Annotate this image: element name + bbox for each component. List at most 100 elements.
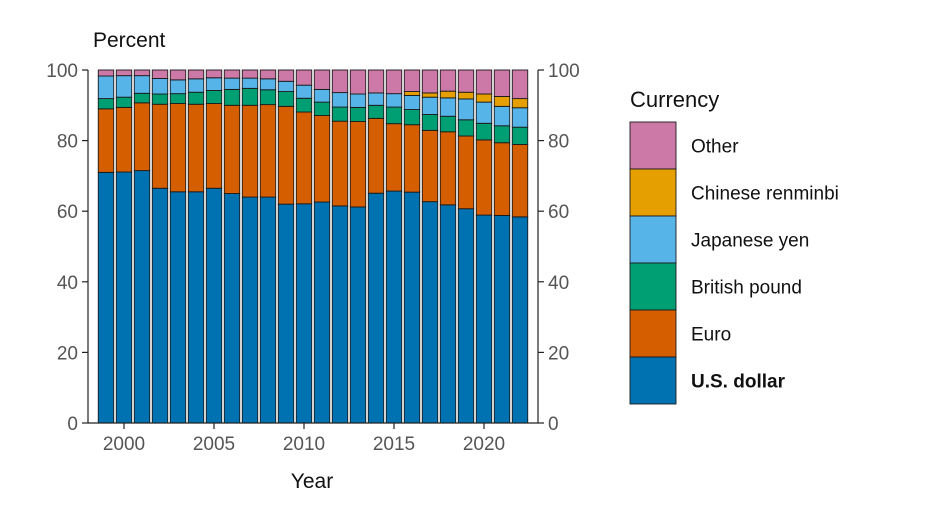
bar-british-pound-2015 (385, 106, 403, 125)
bar-euro-2015 (385, 123, 403, 192)
bar-british-pound-2013 (349, 106, 367, 122)
bar-other-2012 (331, 69, 349, 94)
left-tick-label-60: 60 (57, 202, 78, 223)
bar-british-pound-2017 (421, 114, 439, 131)
bar-u-s-dollar-2021 (493, 214, 511, 424)
bar-chinese-renminbi-2018 (439, 90, 457, 99)
bar-u-s-dollar-2013 (349, 206, 367, 424)
bar-euro-2006 (223, 104, 241, 195)
bar-other-2022 (511, 69, 529, 100)
bar-japanese-yen-2008 (259, 78, 277, 91)
x-tick-label-2015: 2015 (373, 434, 415, 455)
left-tick-label-20: 20 (57, 343, 78, 364)
bar-japanese-yen-2010 (295, 84, 313, 99)
bar-japanese-yen-2007 (241, 77, 259, 89)
legend-swatch-chinese-renminbi (629, 168, 677, 217)
bar-other-2004 (187, 69, 205, 80)
bar-japanese-yen-2015 (385, 93, 403, 108)
bar-british-pound-2021 (493, 125, 511, 144)
bar-euro-2005 (205, 103, 223, 189)
legend-label-euro: Euro (691, 325, 731, 346)
bar-british-pound-1999 (97, 98, 115, 110)
bar-euro-2013 (349, 121, 367, 208)
bar-british-pound-2018 (439, 115, 457, 133)
bar-u-s-dollar-2012 (331, 205, 349, 424)
bar-other-2003 (169, 69, 187, 81)
bar-japanese-yen-2001 (133, 75, 151, 94)
legend-swatch-euro (629, 309, 677, 358)
bar-u-s-dollar-2007 (241, 196, 259, 424)
bar-chinese-renminbi-2019 (457, 91, 475, 100)
bar-other-2001 (133, 69, 151, 77)
bar-british-pound-2002 (151, 93, 169, 105)
bar-other-2021 (493, 69, 511, 97)
bar-british-pound-2012 (331, 106, 349, 122)
plot-area (97, 69, 529, 424)
bar-euro-2002 (151, 103, 169, 189)
bar-euro-2019 (457, 135, 475, 210)
bar-other-1999 (97, 69, 115, 77)
bar-euro-2012 (331, 120, 349, 207)
right-tick-label-40: 40 (548, 273, 569, 294)
bar-other-2011 (313, 69, 331, 90)
bar-japanese-yen-2003 (169, 79, 187, 95)
right-tick-label-0: 0 (548, 414, 559, 435)
x-tick-label-2000: 2000 (103, 434, 145, 455)
right-tick-label-80: 80 (548, 132, 569, 153)
bar-british-pound-2009 (277, 91, 295, 107)
bar-other-2008 (259, 69, 277, 80)
bar-british-pound-2020 (475, 122, 493, 141)
bar-chinese-renminbi-2022 (511, 98, 529, 109)
bar-japanese-yen-2018 (439, 97, 457, 117)
x-tick-label-2020: 2020 (463, 434, 505, 455)
bar-british-pound-2006 (223, 88, 241, 106)
legend-label-u-s-dollar: U.S. dollar (691, 372, 786, 393)
bar-other-2010 (295, 69, 313, 86)
bar-other-2015 (385, 69, 403, 95)
bar-british-pound-2000 (115, 96, 133, 108)
bar-other-2019 (457, 69, 475, 93)
bar-british-pound-2016 (403, 109, 421, 126)
bar-chinese-renminbi-2021 (493, 96, 511, 107)
bar-british-pound-2010 (295, 97, 313, 113)
bar-u-s-dollar-2017 (421, 201, 439, 424)
bar-u-s-dollar-2009 (277, 203, 295, 424)
bar-euro-2016 (403, 124, 421, 193)
bar-british-pound-2014 (367, 104, 385, 119)
legend-label-other: Other (691, 137, 739, 158)
bar-chinese-renminbi-2020 (475, 93, 493, 103)
bar-euro-2022 (511, 144, 529, 218)
bar-euro-2003 (169, 103, 187, 193)
bar-euro-1999 (97, 108, 115, 173)
right-y-axis: 0 20 40 60 80 100 (537, 61, 580, 435)
bar-other-2005 (205, 69, 223, 79)
bar-u-s-dollar-2008 (259, 196, 277, 424)
bar-british-pound-2011 (313, 101, 331, 116)
legend-swatch-japanese-yen (629, 215, 677, 264)
left-y-axis: 0 20 40 60 80 100 (46, 61, 89, 435)
bar-u-s-dollar-2001 (133, 170, 151, 424)
left-tick-label-80: 80 (57, 132, 78, 153)
bar-japanese-yen-2017 (421, 96, 439, 115)
bar-euro-2001 (133, 102, 151, 172)
bar-other-2018 (439, 69, 457, 92)
bar-euro-2020 (475, 139, 493, 216)
left-tick-label-40: 40 (57, 273, 78, 294)
bar-euro-2017 (421, 129, 439, 203)
bar-other-2000 (115, 69, 133, 77)
bar-japanese-yen-2000 (115, 75, 133, 98)
bar-u-s-dollar-2019 (457, 208, 475, 424)
x-axis: 2000 2005 2010 2015 2020 (88, 422, 538, 455)
bar-u-s-dollar-2010 (295, 203, 313, 424)
bar-other-2020 (475, 69, 493, 95)
legend-title: Currency (630, 87, 719, 112)
legend-label-british-pound: British pound (691, 278, 802, 299)
bar-euro-2009 (277, 105, 295, 205)
bar-other-2009 (277, 69, 295, 82)
bar-japanese-yen-2022 (511, 107, 529, 128)
bar-japanese-yen-2005 (205, 77, 223, 91)
bar-chinese-renminbi-2016 (403, 91, 421, 96)
bar-british-pound-2019 (457, 119, 475, 137)
bar-other-2007 (241, 69, 259, 79)
